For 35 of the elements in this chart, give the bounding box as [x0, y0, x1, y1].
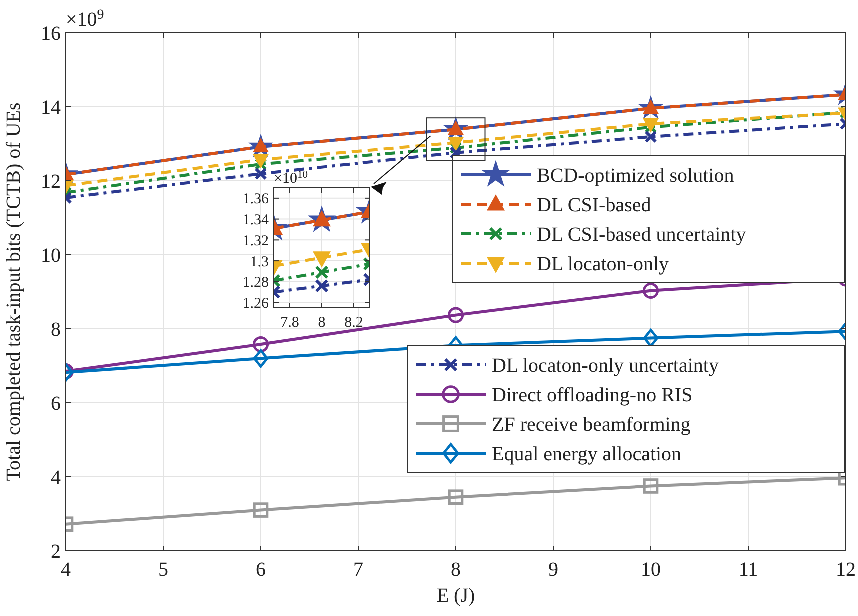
legend-label: BCD-optimized solution	[537, 165, 734, 187]
y-tick-label: 6	[51, 393, 61, 415]
legend-label: Equal energy allocation	[492, 444, 682, 466]
legend-label: ZF receive beamforming	[492, 414, 691, 436]
annotation: ×10$^{10}$	[274, 169, 308, 187]
y-tick-label: 4	[51, 467, 61, 489]
y-tick-label: 1.28	[242, 275, 269, 292]
x-tick-label: 12	[836, 559, 856, 581]
x-tick-label: 8	[451, 559, 461, 581]
x-tick-label: 9	[548, 559, 558, 581]
y-tick-label: 1.3	[250, 254, 269, 270]
legend-label: DL locaton-only	[537, 254, 670, 276]
legend-label: Direct offloading-no RIS	[492, 384, 693, 406]
x-tick-label: 11	[738, 559, 758, 581]
y-tick-label: 1.32	[242, 233, 269, 250]
x-tick-label: 5	[158, 559, 168, 581]
y-tick-label: 1.34	[242, 212, 270, 229]
x-tick-label: 7	[354, 559, 364, 581]
y-tick-label: 2	[51, 541, 61, 563]
legend-label: DL locaton-only uncertainty	[492, 355, 719, 377]
y-tick-label: 1.36	[242, 192, 270, 208]
x-tick-label: 8	[318, 314, 326, 331]
x-tick-label: 7.8	[280, 314, 300, 331]
x-tick-label: 10	[641, 559, 661, 581]
y-tick-label: 16	[41, 23, 61, 45]
y-tick-label: 10	[41, 245, 61, 267]
legend-label: DL CSI-based	[537, 194, 652, 216]
y-tick-label: 1.26	[242, 296, 270, 312]
x-axis-title: E (J)	[436, 585, 476, 607]
text: ×10$^{9}$	[66, 8, 104, 31]
y-tick-label: 12	[41, 171, 61, 193]
y-tick-label: 14	[41, 97, 61, 119]
legend-label: DL CSI-based uncertainty	[537, 224, 746, 246]
y-axis-title: Total completed task-input bits (TCTB) of UEs	[3, 102, 25, 482]
x-tick-label: 8.2	[344, 314, 364, 331]
